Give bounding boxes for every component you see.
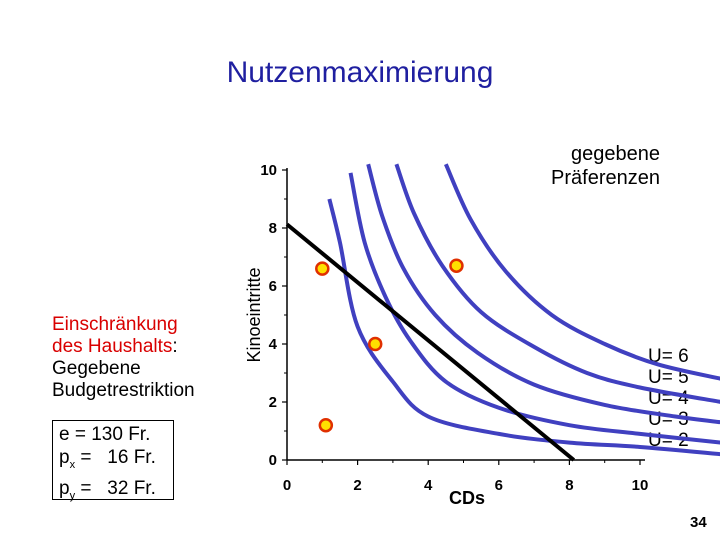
- constraint-heading-2-row: des Haushalts:: [52, 336, 242, 358]
- indifference-curve-3: [348, 172, 720, 445]
- price-y-sub: y: [69, 489, 76, 502]
- x-tick-label: 6: [495, 477, 503, 494]
- plot-area: 0 2 4 6 8 10 0 2 4 6 8 10: [260, 162, 720, 494]
- price-y-prefix: p: [59, 477, 70, 499]
- preferences-line-1: gegebene: [571, 143, 660, 165]
- bundle-point-3: [368, 336, 383, 352]
- preferences-label: gegebene Präferenzen: [520, 142, 660, 190]
- y-tick-label: 6: [269, 278, 277, 295]
- constraint-heading-1: Einschränkung: [52, 314, 178, 335]
- bundle-point-1: [315, 261, 330, 276]
- price-y-line: py = 32 Fr.: [59, 477, 173, 508]
- indifference-curve-5: [394, 163, 720, 404]
- income-price-box: e = 130 Fr. px = 16 Fr. py = 32 Fr.: [52, 420, 174, 502]
- y-tick-label: 2: [269, 394, 277, 411]
- price-x-line: px = 16 Fr.: [59, 446, 173, 477]
- x-tick-label: 10: [632, 477, 649, 494]
- preferences-line-2: Präferenzen: [551, 167, 660, 189]
- y-tick-label: 8: [269, 220, 277, 237]
- bundle-point-4: [318, 417, 334, 433]
- price-y-value: = 32 Fr.: [75, 477, 156, 499]
- budget-line: [285, 222, 576, 462]
- constraint-text: Einschränkung des Haushalts: Gegebene Bu…: [52, 314, 242, 402]
- x-tick-label: 2: [353, 477, 361, 494]
- price-x-sub: x: [69, 458, 76, 471]
- utility-label-5: U= 5: [648, 367, 689, 388]
- constraint-line-4: Budgetrestriktion: [52, 380, 195, 401]
- income-line: e = 130 Fr.: [59, 424, 151, 445]
- x-axis-label: CDs: [449, 488, 486, 508]
- indifference-curve-4: [366, 163, 720, 425]
- page-title: Nutzenmaximierung: [226, 56, 494, 89]
- constraint-line-3: Gegebene: [52, 358, 141, 379]
- constraint-heading-2: des Haushalts: [52, 336, 173, 357]
- y-tick-label: 0: [269, 452, 277, 469]
- y-tick-label: 10: [260, 162, 277, 179]
- x-tick-label: 8: [565, 477, 573, 494]
- y-tick-label: 4: [269, 336, 278, 353]
- price-x-prefix: p: [59, 447, 70, 468]
- indifference-curve-6: [444, 163, 720, 381]
- x-tick-label: 4: [424, 477, 433, 494]
- constraint-colon: :: [172, 336, 178, 357]
- page-number: 34: [690, 514, 707, 531]
- utility-label-6: U= 6: [648, 346, 689, 367]
- price-x-value: = 16 Fr.: [75, 447, 156, 468]
- x-tick-label: 0: [283, 477, 291, 494]
- bundle-point-2: [449, 258, 464, 273]
